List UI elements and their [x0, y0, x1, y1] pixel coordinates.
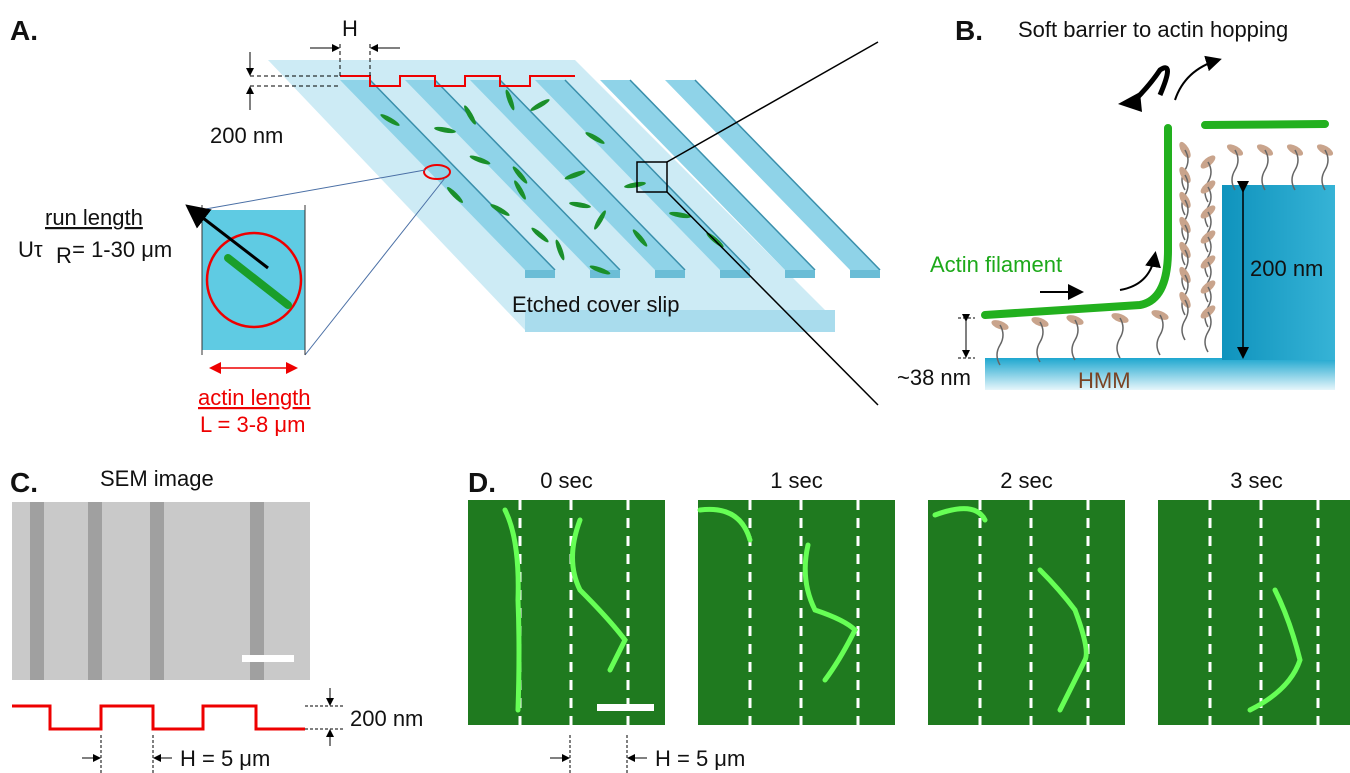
channel-ridge	[850, 270, 880, 278]
panel-label: C.	[10, 467, 38, 498]
cover-slip	[268, 60, 835, 330]
motor-tail	[1072, 320, 1078, 360]
frame-label: 1 sec	[770, 468, 823, 493]
zoom-line	[305, 178, 445, 355]
motor-tail	[1117, 318, 1123, 358]
panel-b: B. Soft barrier to actin hopping Actin f…	[897, 15, 1335, 393]
channel-ridge	[785, 270, 815, 278]
barrier-label: Soft barrier to actin hopping	[1018, 17, 1288, 42]
panel-label: D.	[468, 467, 496, 498]
zoom-line	[200, 170, 425, 210]
floor	[985, 358, 1335, 390]
scale-bar	[242, 655, 294, 662]
frame-label: 2 sec	[1000, 468, 1053, 493]
spacing-label: H = 5 μm	[180, 746, 270, 771]
height-label: 200 nm	[1250, 256, 1323, 281]
depth-label: 200 nm	[350, 706, 423, 731]
micrograph	[698, 500, 895, 725]
sem-band	[88, 502, 102, 680]
surface-label: Etched cover slip	[512, 292, 680, 317]
spacing-label: H = 5 μm	[655, 746, 745, 771]
sem-band	[30, 502, 44, 680]
hop-arrowhead	[1118, 92, 1142, 112]
hmm-height-label: ~38 nm	[897, 365, 971, 390]
depth-label: 200 nm	[210, 123, 283, 148]
hmm-label: HMM	[1078, 368, 1131, 393]
frame-label: 0 sec	[540, 468, 593, 493]
run-length-title: run length	[45, 205, 143, 230]
run-length-main: Uτ	[18, 237, 43, 262]
panel-label: A.	[10, 15, 38, 46]
filament	[985, 128, 1168, 315]
motor-tail	[1322, 150, 1328, 190]
motor-tail	[1037, 322, 1043, 362]
panel-label: B.	[955, 15, 983, 46]
filament-label: Actin filament	[930, 252, 1062, 277]
micrograph	[1158, 500, 1350, 725]
sem-band	[150, 502, 164, 680]
panel-c: C. SEM image 200 nm H = 5 μm	[10, 466, 423, 773]
channel-ridge	[525, 270, 555, 278]
micrograph	[928, 500, 1125, 725]
filament	[1205, 124, 1325, 125]
sem-band	[250, 502, 264, 680]
motor-tail	[1232, 150, 1238, 190]
profile	[12, 706, 305, 729]
motor-tail	[1262, 150, 1268, 190]
run-length-rest: = 1-30 μm	[66, 237, 172, 262]
scale-bar	[597, 704, 654, 711]
actin-length-title: actin length	[198, 385, 311, 410]
panel-d: D. H = 5 μm 0 sec 1 sec 2 sec 3 sec	[468, 467, 1350, 773]
channel-ridge	[655, 270, 685, 278]
figure: A. H 200 nm run length Uτ R = 1-30 μm ac…	[0, 0, 1350, 773]
frame-label: 3 sec	[1230, 468, 1283, 493]
actin-length-formula: L = 3-8 μm	[200, 412, 305, 437]
hop-arrow	[1175, 60, 1218, 100]
motor-tail	[1205, 312, 1211, 352]
panel-a: A. H 200 nm run length Uτ R = 1-30 μm ac…	[10, 15, 880, 437]
motion-arrow	[1120, 255, 1155, 290]
motor-tail	[1157, 315, 1163, 355]
micrograph	[468, 500, 665, 725]
motor-tail	[1292, 150, 1298, 190]
h-label: H	[342, 16, 358, 41]
sem-title: SEM image	[100, 466, 214, 491]
